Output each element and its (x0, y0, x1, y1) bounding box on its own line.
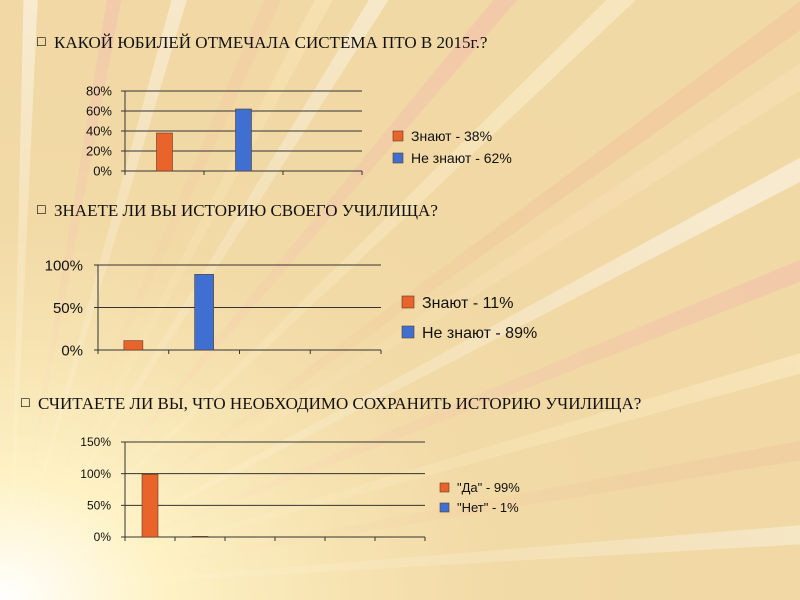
square-bullet-icon: ☐ (36, 35, 47, 49)
legend-swatch (401, 325, 415, 339)
question-1: ☐ КАКОЙ ЮБИЛЕЙ ОТМЕЧАЛА СИСТЕМА ПТО В 201… (36, 33, 487, 53)
bar-blue (235, 108, 252, 172)
y-tick-label: 150% (80, 435, 111, 449)
legend-swatch (392, 130, 404, 142)
y-tick-label: 0% (93, 164, 112, 179)
legend-label: Знают - 38% (411, 128, 492, 144)
bar-blue (194, 274, 214, 351)
y-tick-label: 100% (80, 467, 111, 481)
legend-swatch (392, 152, 404, 164)
y-tick-label: 50% (87, 499, 111, 513)
y-tick-label: 20% (86, 144, 112, 159)
square-bullet-icon: ☐ (20, 396, 31, 410)
legend-label: Не знают - 89% (422, 325, 537, 342)
y-tick-label: 0% (61, 342, 83, 359)
legend-label: "Нет" - 1% (457, 500, 519, 515)
square-bullet-icon: ☐ (36, 203, 47, 217)
y-tick-label: 100% (45, 257, 83, 274)
y-tick-label: 80% (86, 84, 112, 99)
question-2-text: ЗНАЕТЕ ЛИ ВЫ ИСТОРИЮ СВОЕГО УЧИЛИЩА? (54, 201, 438, 220)
bar-blue (191, 536, 209, 538)
bar-orange (156, 132, 173, 172)
legend-swatch (439, 502, 450, 513)
legend-label: "Да" - 99% (457, 480, 520, 495)
y-tick-label: 40% (86, 124, 112, 139)
question-1-text: КАКОЙ ЮБИЛЕЙ ОТМЕЧАЛА СИСТЕМА ПТО В 2015… (54, 33, 488, 52)
y-tick-label: 60% (86, 104, 112, 119)
question-3: ☐ СЧИТАЕТЕ ЛИ ВЫ, ЧТО НЕОБХОДИМО СОХРАНИТ… (20, 394, 641, 414)
legend-label: Не знают - 62% (411, 150, 512, 166)
legend-swatch (401, 295, 415, 309)
bar-orange (123, 340, 144, 351)
y-tick-label: 0% (94, 530, 112, 544)
question-2: ☐ ЗНАЕТЕ ЛИ ВЫ ИСТОРИЮ СВОЕГО УЧИЛИЩА? (36, 201, 438, 221)
y-tick-label: 50% (53, 300, 83, 317)
bar-orange (141, 473, 159, 538)
question-3-text: СЧИТАЕТЕ ЛИ ВЫ, ЧТО НЕОБХОДИМО СОХРАНИТЬ… (38, 394, 642, 413)
legend-swatch (439, 482, 450, 493)
legend-label: Знают - 11% (422, 295, 513, 312)
